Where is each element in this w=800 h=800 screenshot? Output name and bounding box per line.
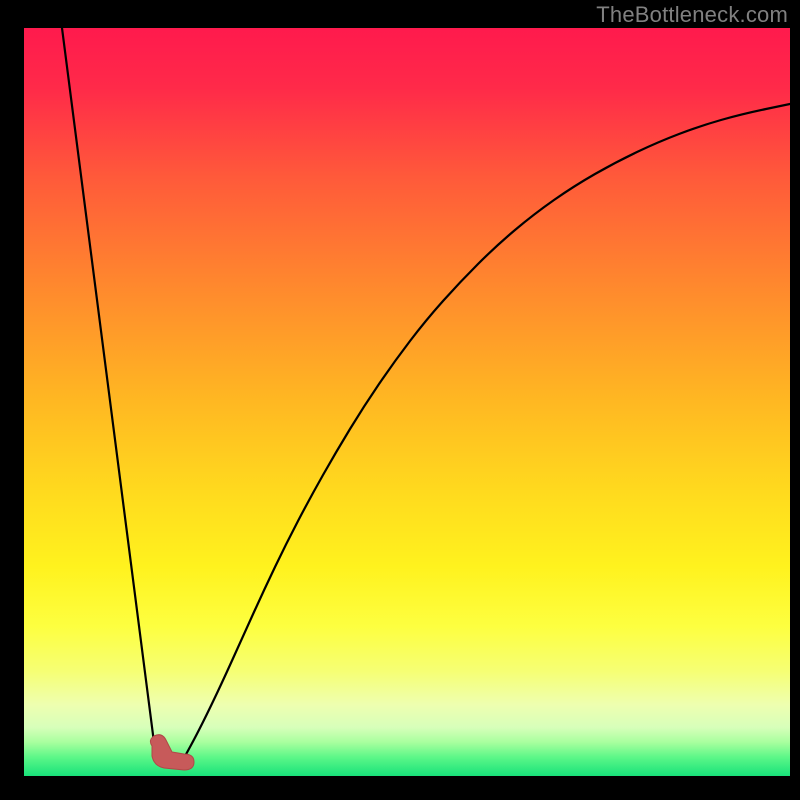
chart-frame: TheBottleneck.com — [0, 0, 800, 800]
gradient-background — [24, 28, 790, 776]
watermark-text: TheBottleneck.com — [596, 2, 788, 28]
chart-svg — [24, 28, 790, 776]
plot-area — [24, 28, 790, 776]
